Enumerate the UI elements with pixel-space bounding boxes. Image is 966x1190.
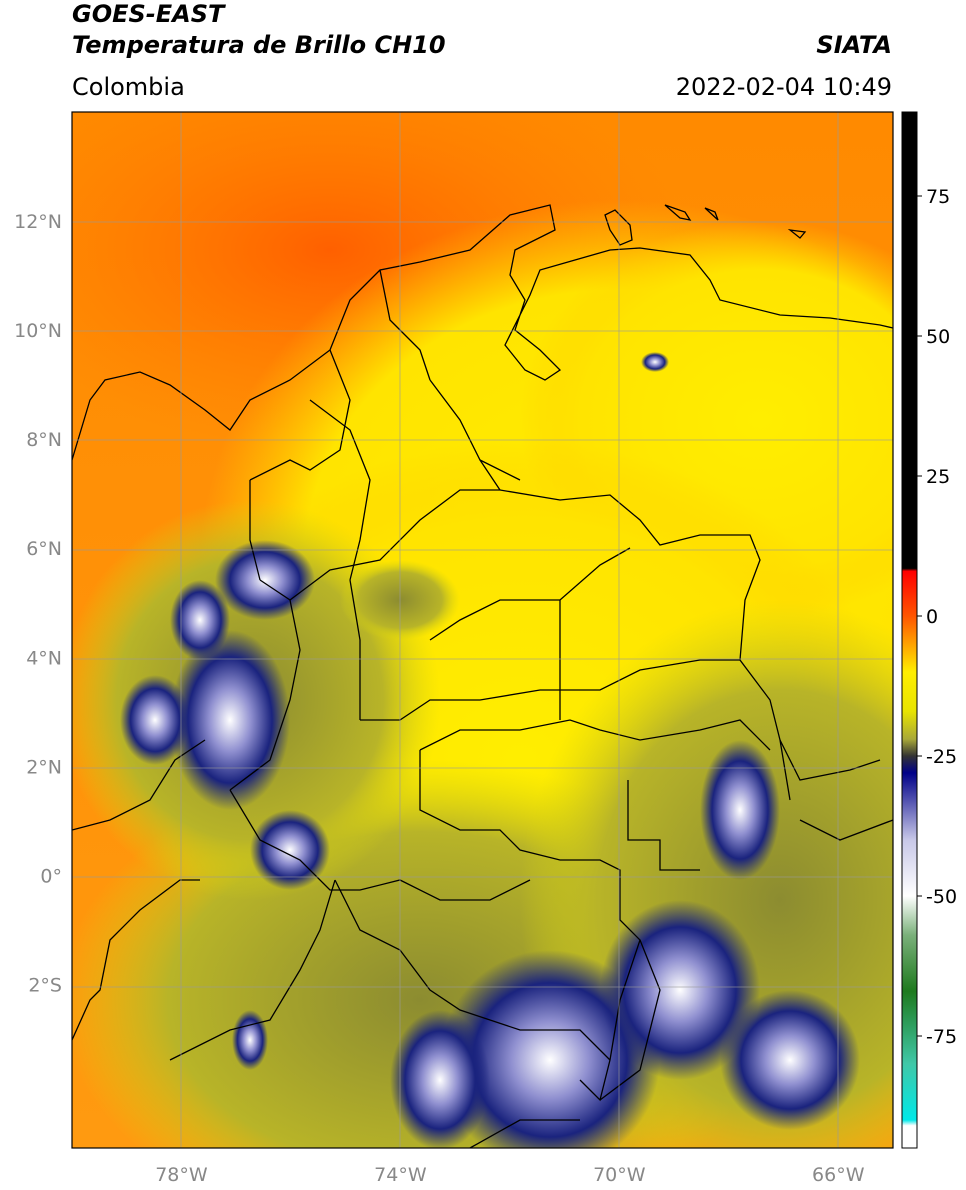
colorbar-tick-label: 50 bbox=[926, 326, 950, 348]
colorbar-tick-label: -25 bbox=[926, 746, 957, 768]
source-label: SIATA bbox=[816, 31, 892, 59]
colorbar-tick-label: -75 bbox=[926, 1026, 957, 1048]
datetime-label: 2022-02-04 10:49 bbox=[675, 73, 892, 101]
colorbar: 75 50 25 0 -25 -50 -75 bbox=[901, 111, 957, 1149]
lat-tick-label: 6°N bbox=[26, 538, 62, 560]
lat-tick-label: 10°N bbox=[14, 320, 62, 342]
lat-tick-label: 8°N bbox=[26, 429, 62, 451]
coastline-and-borders bbox=[72, 204, 893, 1148]
lon-tick-label: 74°W bbox=[374, 1164, 427, 1186]
longitude-ticks: 78°W 74°W 70°W 66°W bbox=[155, 1164, 864, 1186]
title-line-2: Temperatura de Brillo CH10 bbox=[72, 31, 446, 59]
colorbar-tick-label: 25 bbox=[926, 466, 950, 488]
lat-tick-label: 4°N bbox=[26, 647, 62, 669]
colorbar-tick-label: 75 bbox=[926, 186, 950, 208]
map-frame bbox=[71, 111, 894, 1149]
latitude-ticks: 12°N 10°N 8°N 6°N 4°N 2°N 0° 2°S bbox=[14, 211, 62, 996]
lat-tick-label: 2°S bbox=[28, 974, 62, 996]
colorbar-tick-label: 0 bbox=[926, 606, 938, 628]
graticule bbox=[72, 112, 893, 1148]
colorbar-scale bbox=[901, 111, 918, 1149]
region-label: Colombia bbox=[72, 73, 185, 101]
lat-tick-label: 0° bbox=[40, 865, 62, 887]
lon-tick-label: 70°W bbox=[593, 1164, 646, 1186]
lat-tick-label: 12°N bbox=[14, 211, 62, 233]
brightness-temperature-field bbox=[72, 112, 893, 1148]
colorbar-tick-label: -50 bbox=[926, 886, 957, 908]
lon-tick-label: 78°W bbox=[155, 1164, 208, 1186]
lat-tick-label: 2°N bbox=[26, 756, 62, 778]
lon-tick-label: 66°W bbox=[812, 1164, 865, 1186]
title-line-1: GOES-EAST bbox=[72, 0, 225, 28]
